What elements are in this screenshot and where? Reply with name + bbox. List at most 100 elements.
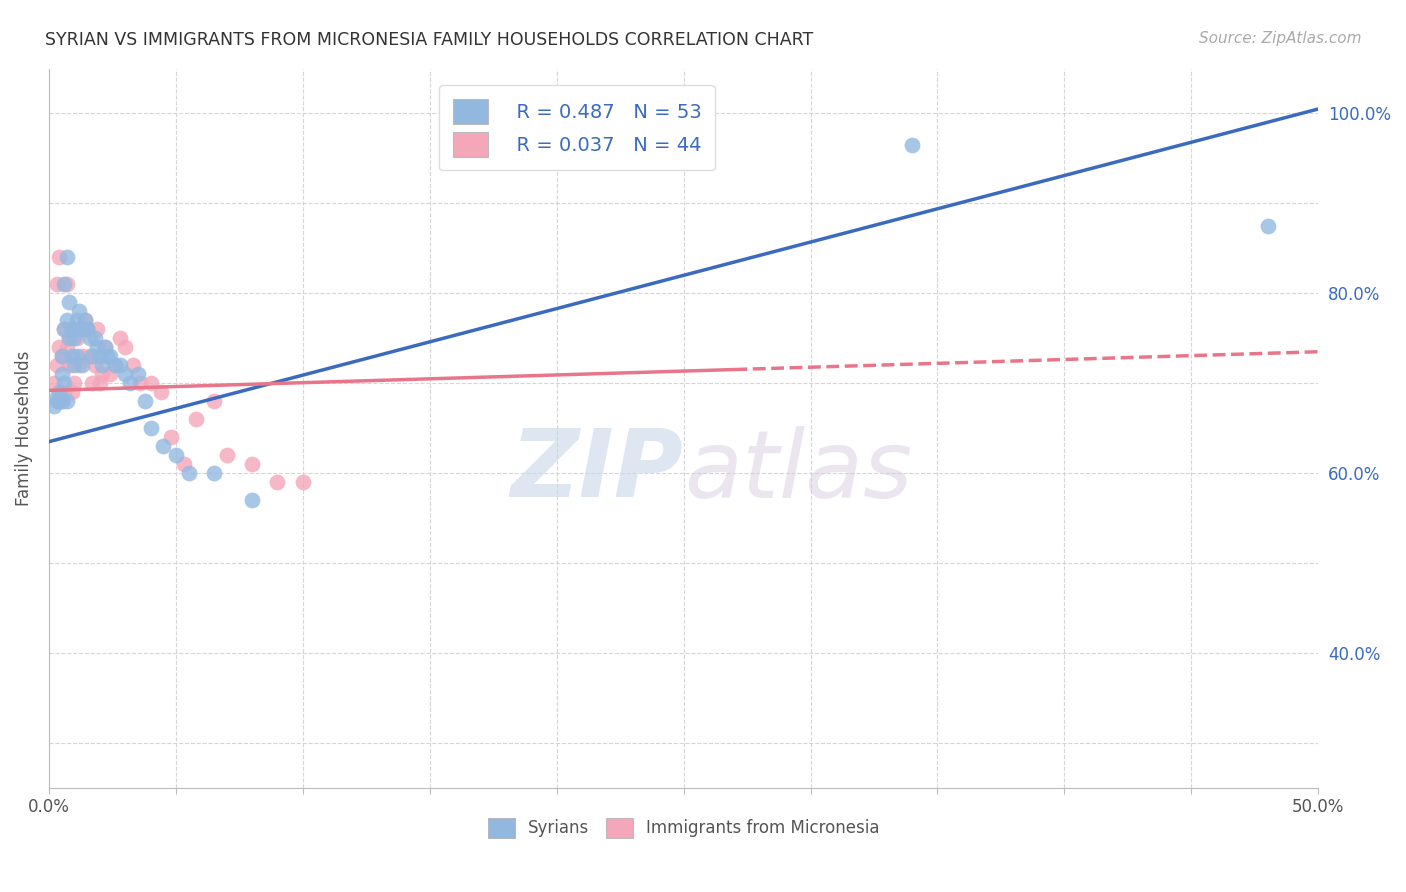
Text: atlas: atlas	[683, 425, 912, 516]
Point	[79, 331, 101, 345]
Point	[114, 368, 136, 382]
Point	[76, 322, 98, 336]
Point	[76, 322, 98, 336]
Point	[240, 457, 263, 471]
Point	[127, 368, 149, 382]
Point	[45, 358, 67, 372]
Point	[121, 358, 143, 372]
Point	[48, 340, 70, 354]
Text: ZIP: ZIP	[510, 425, 683, 517]
Point	[53, 322, 76, 336]
Point	[60, 385, 83, 400]
Point	[55, 313, 77, 327]
Point	[60, 349, 83, 363]
Point	[45, 394, 67, 409]
Text: Source: ZipAtlas.com: Source: ZipAtlas.com	[1198, 31, 1361, 46]
Point	[79, 349, 101, 363]
Point	[202, 466, 225, 480]
Point	[108, 358, 131, 372]
Point	[83, 358, 105, 372]
Point	[108, 331, 131, 345]
Point	[67, 358, 90, 372]
Point	[129, 376, 152, 391]
Point	[42, 399, 65, 413]
Point	[96, 349, 118, 363]
Point	[202, 394, 225, 409]
Point	[45, 390, 67, 404]
Point	[66, 313, 89, 327]
Point	[89, 349, 111, 363]
Point	[104, 358, 127, 372]
Point	[76, 322, 98, 336]
Point	[98, 368, 121, 382]
Point	[149, 385, 172, 400]
Point	[53, 322, 76, 336]
Point	[901, 137, 924, 152]
Point	[53, 385, 76, 400]
Point	[1256, 219, 1278, 233]
Point	[266, 475, 288, 490]
Point	[159, 430, 181, 444]
Point	[58, 331, 80, 345]
Point	[73, 313, 96, 327]
Point	[215, 448, 238, 462]
Point	[114, 340, 136, 354]
Point	[51, 349, 73, 363]
Point	[48, 250, 70, 264]
Point	[165, 448, 187, 462]
Point	[139, 376, 162, 391]
Point	[58, 295, 80, 310]
Point	[60, 322, 83, 336]
Point	[63, 358, 86, 372]
Point	[48, 385, 70, 400]
Point	[67, 304, 90, 318]
Point	[55, 394, 77, 409]
Point	[58, 331, 80, 345]
Point	[83, 331, 105, 345]
Point	[70, 322, 93, 336]
Point	[86, 340, 108, 354]
Point	[94, 340, 117, 354]
Y-axis label: Family Households: Family Households	[15, 351, 32, 506]
Point	[152, 439, 174, 453]
Point	[42, 376, 65, 391]
Point	[73, 313, 96, 327]
Text: SYRIAN VS IMMIGRANTS FROM MICRONESIA FAMILY HOUSEHOLDS CORRELATION CHART: SYRIAN VS IMMIGRANTS FROM MICRONESIA FAM…	[45, 31, 813, 49]
Point	[63, 331, 86, 345]
Point	[51, 368, 73, 382]
Point	[53, 277, 76, 292]
Point	[70, 349, 93, 363]
Point	[86, 322, 108, 336]
Point	[186, 412, 208, 426]
Point	[58, 358, 80, 372]
Point	[139, 421, 162, 435]
Point	[63, 376, 86, 391]
Point	[60, 322, 83, 336]
Point	[51, 394, 73, 409]
Point	[63, 322, 86, 336]
Point	[82, 376, 104, 391]
Point	[66, 331, 89, 345]
Legend: Syrians, Immigrants from Micronesia: Syrians, Immigrants from Micronesia	[481, 812, 886, 844]
Point	[120, 376, 142, 391]
Point	[173, 457, 195, 471]
Point	[104, 358, 127, 372]
Point	[55, 340, 77, 354]
Point	[240, 493, 263, 508]
Point	[82, 349, 104, 363]
Point	[51, 394, 73, 409]
Point	[45, 277, 67, 292]
Point	[177, 466, 200, 480]
Point	[91, 358, 114, 372]
Point	[91, 368, 114, 382]
Point	[66, 349, 89, 363]
Point	[67, 322, 90, 336]
Point	[70, 358, 93, 372]
Point	[134, 394, 156, 409]
Point	[51, 349, 73, 363]
Point	[89, 376, 111, 391]
Point	[98, 349, 121, 363]
Point	[53, 376, 76, 391]
Point	[55, 277, 77, 292]
Point	[55, 250, 77, 264]
